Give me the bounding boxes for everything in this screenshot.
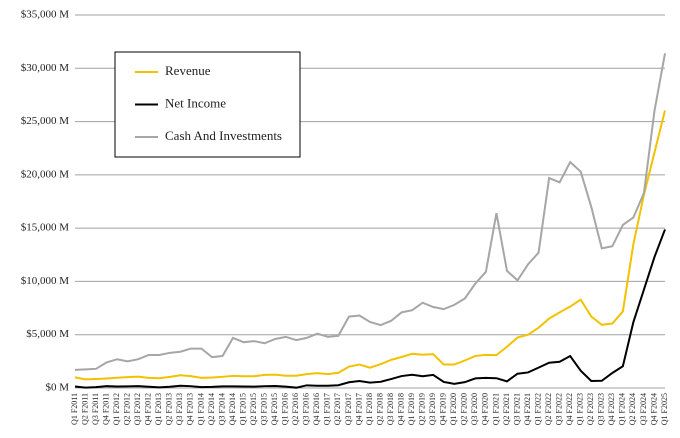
x-tick-label: Q4 F2014	[228, 393, 237, 425]
x-tick-label: Q4 F2013	[186, 393, 195, 425]
x-tick-label: Q4 F2021	[523, 393, 532, 425]
x-tick-label: Q3 F2019	[428, 393, 437, 425]
x-tick-label: Q2 F2018	[375, 393, 384, 425]
x-tick-label: Q3 F2018	[386, 393, 395, 425]
x-tick-label: Q2 F2014	[207, 393, 216, 425]
x-tick-label: Q2 F2017	[333, 393, 342, 425]
x-tick-label: Q3 F2012	[133, 393, 142, 425]
line-series	[74, 53, 666, 371]
x-tick-label: Q3 F2011	[91, 393, 100, 425]
x-tick-label: Q1 F2024	[618, 393, 627, 425]
y-tick-label: $5,000 M	[26, 328, 69, 340]
x-tick-label: Q4 F2018	[396, 393, 405, 425]
y-tick-label: $30,000 M	[21, 62, 70, 74]
line-series	[74, 229, 666, 389]
x-tick-label: Q4 F2017	[354, 393, 363, 425]
x-tick-label: Q4 F2023	[607, 393, 616, 425]
x-tick-label: Q4 F2015	[270, 393, 279, 425]
y-tick-label: $0 M	[45, 382, 69, 394]
y-tick-label: $15,000 M	[21, 222, 70, 234]
x-tick-label: Q4 F2020	[481, 393, 490, 425]
x-tick-label: Q3 F2022	[554, 393, 563, 425]
x-tick-label: Q3 F2016	[302, 393, 311, 425]
x-tick-label: Q1 F2023	[576, 393, 585, 425]
x-tick-label: Q3 F2024	[639, 393, 648, 425]
x-tick-label: Q4 F2016	[312, 393, 321, 425]
x-tick-label: Q1 F2020	[449, 393, 458, 425]
x-tick-label: Q2 F2012	[123, 393, 132, 425]
x-tick-label: Q1 F2013	[154, 393, 163, 425]
x-tick-label: Q1 F2011	[70, 393, 79, 425]
x-tick-label: Q4 F2012	[144, 393, 153, 425]
x-tick-label: Q2 F2021	[502, 393, 511, 425]
x-tick-label: Q2 F2024	[628, 393, 637, 425]
x-tick-label: Q1 F2012	[112, 393, 121, 425]
x-tick-label: Q2 F2019	[418, 393, 427, 425]
x-tick-label: Q2 F2015	[249, 393, 258, 425]
x-tick-label: Q2 F2011	[80, 393, 89, 425]
x-tick-label: Q3 F2021	[512, 393, 521, 425]
x-tick-label: Q1 F2016	[281, 393, 290, 425]
x-tick-label: Q3 F2017	[344, 393, 353, 425]
y-tick-label: $35,000 M	[21, 9, 70, 21]
x-tick-label: Q4 F2019	[439, 393, 448, 425]
x-tick-label: Q2 F2023	[586, 393, 595, 425]
x-tick-label: Q2 F2016	[291, 393, 300, 425]
legend-label: Cash And Investments	[165, 128, 282, 143]
x-tick-label: Q3 F2023	[597, 393, 606, 425]
x-tick-label: Q2 F2022	[544, 393, 553, 425]
x-tick-label: Q3 F2015	[259, 393, 268, 425]
x-tick-label: Q1 F2015	[238, 393, 247, 425]
y-tick-label: $10,000 M	[21, 275, 70, 287]
x-tick-label: Q3 F2020	[470, 393, 479, 425]
legend-box	[114, 51, 301, 158]
x-tick-label: Q1 F2018	[365, 393, 374, 425]
x-tick-label: Q1 F2019	[407, 393, 416, 425]
x-tick-label: Q2 F2013	[165, 393, 174, 425]
legend-label: Revenue	[165, 63, 211, 78]
x-tick-label: Q1 F2014	[196, 393, 205, 425]
x-tick-label: Q1 F2017	[323, 393, 332, 425]
x-tick-label: Q3 F2014	[217, 393, 226, 425]
line-series	[74, 110, 666, 381]
y-tick-label: $25,000 M	[21, 115, 70, 127]
y-tick-label: $20,000 M	[21, 168, 70, 180]
x-tick-label: Q1 F2021	[491, 393, 500, 425]
x-tick-label: Q2 F2020	[460, 393, 469, 425]
x-tick-label: Q4 F2011	[101, 393, 110, 425]
x-tick-label: Q4 F2024	[649, 393, 658, 425]
x-tick-label: Q1 F2022	[533, 393, 542, 425]
x-tick-label: Q4 F2022	[565, 393, 574, 425]
x-tick-label: Q1 F2025	[660, 393, 669, 425]
x-tick-label: Q3 F2013	[175, 393, 184, 425]
legend-label: Net Income	[165, 95, 226, 110]
